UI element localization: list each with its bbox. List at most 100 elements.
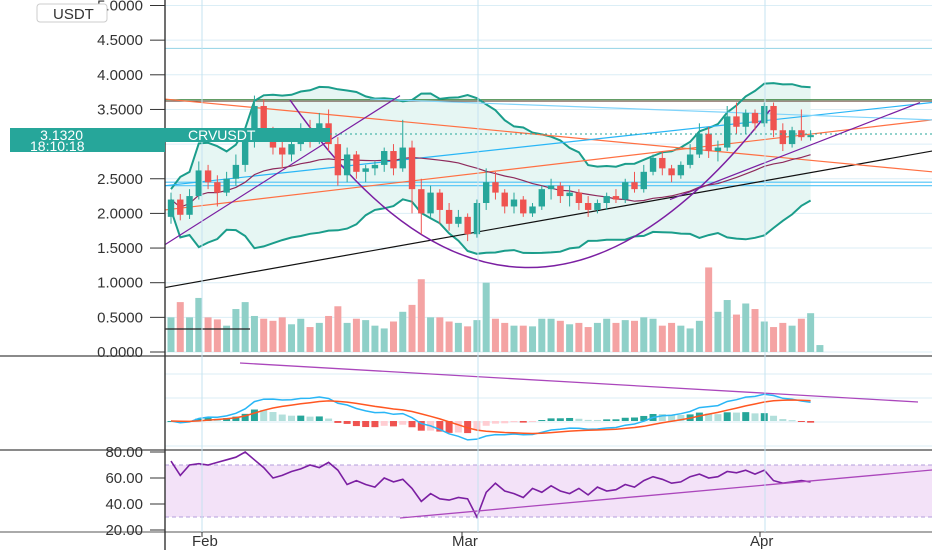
volume-bar [241, 302, 249, 352]
macd-panel[interactable] [0, 355, 932, 447]
volume-bar [389, 321, 397, 352]
volume-bar [732, 314, 740, 352]
candle-body [353, 154, 360, 172]
candle-body [742, 112, 749, 127]
symbol-label: CRVUSDT [188, 127, 256, 143]
signal-line [170, 399, 811, 435]
trendline [669, 101, 921, 201]
candle-body [594, 203, 601, 210]
macd-histogram-bar [668, 414, 676, 421]
macd-histogram-bar [529, 421, 537, 423]
macd-histogram-bar [732, 412, 740, 421]
candle-body [362, 168, 369, 172]
volume-bar [408, 304, 416, 352]
trendline [164, 101, 932, 187]
macd-histogram-bar [760, 413, 768, 421]
volume-bar [362, 320, 370, 352]
volume-bar [658, 325, 666, 352]
volume-bar [186, 317, 194, 352]
volume-bar [427, 317, 435, 352]
macd-histogram-bar [742, 412, 750, 421]
rsi-panel[interactable] [0, 449, 932, 533]
symbol-label-bg [165, 128, 330, 142]
volume-bar [649, 318, 657, 352]
volume-bar [742, 303, 750, 352]
volume-bar [584, 327, 592, 352]
macd-histogram-bar [343, 421, 351, 424]
price-tick-label: 0.0000 [97, 344, 143, 361]
macd-histogram-bar [436, 421, 444, 432]
rsi-line [170, 451, 811, 519]
macd-histogram-bar [723, 412, 731, 421]
macd-histogram-bar [408, 421, 416, 428]
candle-body [659, 157, 666, 169]
volume-bar [760, 321, 768, 352]
macd-histogram-bar [417, 421, 425, 431]
last-price-badge-bg [10, 128, 165, 152]
volume-bar [677, 325, 685, 352]
candle-body [371, 164, 379, 169]
volume-bar [779, 322, 787, 352]
time-tick-label: Feb [192, 533, 218, 550]
candle-body [677, 164, 685, 176]
macd-histogram-bar [547, 418, 555, 421]
volume-bar [723, 300, 731, 352]
volume-bar [315, 322, 323, 352]
macd-line [170, 393, 811, 441]
volume-bar [288, 324, 296, 352]
candle-body [584, 203, 592, 210]
trendline [369, 98, 932, 121]
volume-bar [176, 302, 184, 352]
macd-histogram-bar [380, 421, 388, 426]
price-panel[interactable] [164, 0, 932, 355]
macd-histogram-bar [584, 419, 592, 421]
candle-body [770, 105, 777, 131]
candle-body [195, 170, 203, 197]
macd-histogram-bar [195, 418, 203, 421]
volume-bar [445, 321, 453, 352]
candle-body [557, 185, 564, 197]
macd-histogram-bar [306, 416, 314, 421]
volume-bar [464, 326, 472, 352]
candle-body [418, 189, 425, 214]
rsi-grid [165, 464, 932, 518]
volume-bar [751, 309, 759, 352]
volume-bar [325, 315, 333, 352]
candle-body [566, 192, 573, 197]
macd-histogram-bar [482, 421, 490, 426]
currency-label: USDT [53, 6, 94, 23]
volume-bar [519, 325, 527, 352]
volume-bar [575, 322, 583, 352]
macd-histogram-bar [250, 409, 258, 421]
volume-bar [297, 318, 305, 352]
candle-body [510, 199, 518, 207]
volume-bar [547, 318, 555, 352]
last-price-value: 3.1320 [40, 127, 83, 143]
macd-histogram-bar [658, 413, 666, 421]
macd-histogram-bar [334, 421, 342, 423]
price-tick-label: 4.5000 [97, 32, 143, 49]
trendline [164, 95, 401, 246]
candle-body [622, 182, 629, 200]
candle-body [705, 133, 712, 152]
macd-histogram-bar [269, 412, 277, 421]
volume-bar [260, 318, 268, 352]
volume-bar [195, 297, 203, 352]
macd-histogram-bar [371, 421, 379, 428]
volume-bar [668, 322, 676, 352]
macd-histogram-bar [491, 421, 499, 424]
macd-histogram-bar [352, 421, 360, 427]
candle-body [547, 185, 555, 190]
volume-bar [631, 320, 638, 352]
macd-histogram-bar [640, 415, 648, 421]
macd-histogram-bar [315, 416, 323, 421]
currency-label-box [36, 3, 108, 23]
volume-bar [371, 325, 379, 352]
candle-body [603, 196, 610, 204]
candle-body [427, 192, 434, 214]
volume-bar [797, 318, 805, 352]
candle-body [779, 130, 787, 145]
volume-bar [399, 311, 407, 352]
volume-bar [816, 345, 824, 352]
